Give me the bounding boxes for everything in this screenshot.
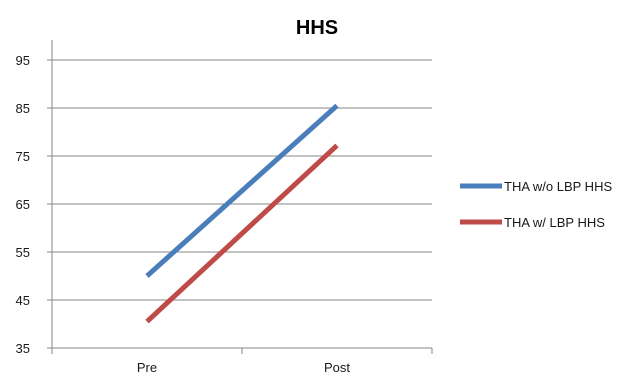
y-tick-label: 55 <box>16 245 30 260</box>
y-tick-label: 95 <box>16 53 30 68</box>
x-tick-label: Post <box>324 360 350 375</box>
legend: THA w/o LBP HHS THA w/ LBP HHS <box>460 179 612 230</box>
legend-label: THA w/ LBP HHS <box>504 215 605 230</box>
y-tick-label: 45 <box>16 293 30 308</box>
legend-label: THA w/o LBP HHS <box>504 179 612 194</box>
y-tick-label: 65 <box>16 197 30 212</box>
y-tick-label: 85 <box>16 101 30 116</box>
gridlines <box>52 60 432 300</box>
series-line <box>147 106 337 276</box>
y-axis-ticks: 35 45 55 65 75 85 95 <box>16 53 52 356</box>
series-line <box>147 145 337 321</box>
x-tick-label: Pre <box>137 360 157 375</box>
y-tick-label: 35 <box>16 341 30 356</box>
series-lines <box>147 106 337 322</box>
chart-title: HHS <box>296 17 338 39</box>
x-axis-ticks: Pre Post <box>52 348 432 375</box>
y-tick-label: 75 <box>16 149 30 164</box>
